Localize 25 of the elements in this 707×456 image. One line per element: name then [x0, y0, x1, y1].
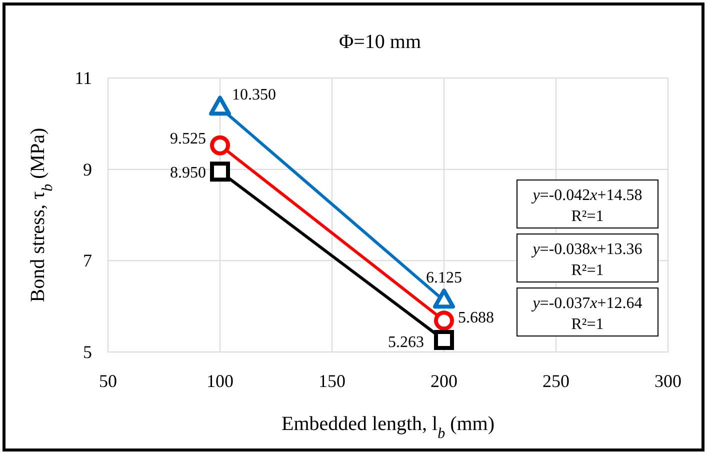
x-axis-title: Embedded length, l$_{b}$ (mm) — [281, 413, 495, 442]
data-label: 9.525 — [170, 130, 206, 148]
x-tick-label: 250 — [542, 371, 570, 391]
x-tick-label: 300 — [654, 371, 682, 391]
x-tick-label: 200 — [430, 371, 458, 391]
point — [434, 310, 454, 331]
annotation: y=-0.042x+14.58 R²=1 — [530, 187, 642, 225]
data-label: 6.125 — [426, 270, 462, 287]
point — [434, 330, 454, 350]
annotation: y=-0.038x+13.36 R²=1 — [530, 241, 642, 279]
x-tick-label: 150 — [318, 371, 346, 391]
data-label: 8.950 — [170, 164, 206, 182]
x-tick-label: 50 — [99, 371, 117, 391]
annotation: y=-0.037x+12.64 R²=1 — [530, 295, 642, 333]
point — [210, 162, 230, 182]
data-label: 5.688 — [458, 310, 494, 327]
data-label: 10.350 — [232, 86, 276, 104]
chart-title: Φ=10 mm — [338, 31, 422, 53]
y-tick-label: 7 — [83, 250, 92, 271]
x-tick-label: 100 — [206, 371, 234, 391]
y-tick-label: 11 — [74, 68, 92, 88]
point — [210, 135, 230, 156]
y-tick-label: 5 — [83, 342, 92, 362]
data-label: 5.263 — [388, 334, 424, 351]
y-tick-label: 9 — [83, 159, 92, 180]
